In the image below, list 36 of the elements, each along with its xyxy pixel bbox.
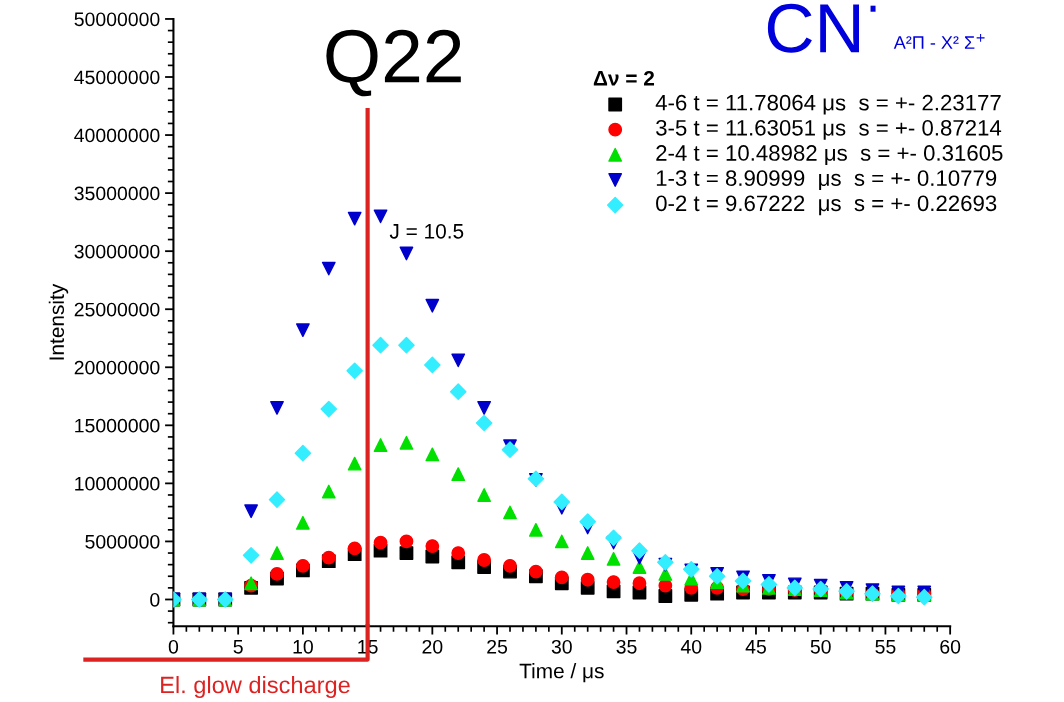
y-tick-label: 25000000 xyxy=(74,302,160,317)
legend-title: Δν = 2 xyxy=(593,70,655,86)
y-tick-label: 40000000 xyxy=(74,128,160,143)
y-tick-label: 35000000 xyxy=(74,186,160,201)
x-tick-label: 30 xyxy=(551,639,572,654)
y-tick-label: 30000000 xyxy=(74,244,160,259)
x-tick-label: 50 xyxy=(810,639,831,654)
legend-label: 1-3 t = 8.90999 μs s = +- 0.10779 xyxy=(656,170,997,191)
x-tick-label: 25 xyxy=(487,639,508,654)
legend-label: 3-5 t = 11.63051 μs s = +- 0.87214 xyxy=(656,119,1002,140)
legend-label: 2-4 t = 10.48982 μs s = +- 0.31605 xyxy=(656,145,1003,165)
y-tick-label: 0 xyxy=(150,592,160,607)
legend-label: 4-6 t = 11.78064 μs s = +- 2.23177 xyxy=(655,94,1001,115)
x-tick-label: 55 xyxy=(875,640,896,654)
y-tick-label: 20000000 xyxy=(74,360,160,375)
ref-line-label: El. glow discharge xyxy=(161,675,350,698)
chart-subtitle: CN$^{·}$ xyxy=(767,3,876,53)
x-tick-label: 45 xyxy=(745,640,766,654)
x-tick-label: 10 xyxy=(293,639,313,654)
y-tick-label: 5000000 xyxy=(85,534,160,549)
annotation: A²Π - X² Σ$^{+}$ xyxy=(893,33,985,49)
annotation: J = 10.5 xyxy=(389,223,464,239)
y-tick-label: 15000000 xyxy=(75,418,160,433)
x-axis-title: Time / μs xyxy=(519,663,604,683)
x-tick-label: 5 xyxy=(233,640,243,654)
x-tick-label: 35 xyxy=(616,639,637,654)
chart-title: Q22 xyxy=(326,29,461,97)
y-tick-label: 45000000 xyxy=(74,70,160,85)
legend-label: 0-2 t = 9.67222 μs s = +- 0.22693 xyxy=(656,195,997,216)
x-tick-label: 0 xyxy=(168,639,179,654)
y-axis-title: Intensity xyxy=(48,283,69,360)
x-tick-label: 60 xyxy=(940,639,961,654)
x-tick-label: 40 xyxy=(680,639,702,654)
x-tick-label: 20 xyxy=(422,639,443,654)
y-tick-label: 10000000 xyxy=(75,476,160,491)
y-tick-label: 50000000 xyxy=(74,12,160,27)
